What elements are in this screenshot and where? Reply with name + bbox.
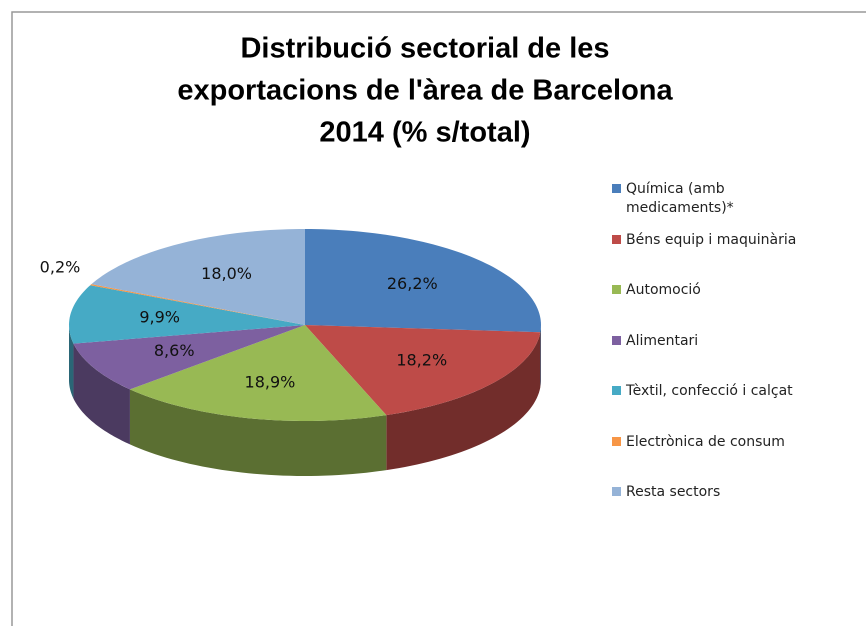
legend-item: Alimentari — [612, 332, 862, 351]
slice-side — [73, 343, 130, 445]
legend-label: Electrònica de consum — [626, 433, 785, 450]
data-label: 18,0% — [201, 264, 252, 283]
slice — [305, 325, 541, 416]
chart-title: Distribució sectorial de les — [240, 33, 609, 65]
slice-side — [386, 332, 541, 471]
slice-side — [540, 325, 541, 388]
slice — [69, 285, 305, 344]
legend-item: Química (amb medicaments)* — [612, 180, 862, 218]
data-label: 0,2% — [40, 258, 81, 277]
legend-item: Béns equip i maquinària — [612, 231, 862, 250]
legend-item: Electrònica de consum — [612, 433, 862, 452]
data-label: 26,2% — [387, 274, 438, 293]
legend-label: Química (amb medicaments)* — [626, 181, 734, 216]
legend-swatch — [612, 184, 621, 193]
legend-swatch — [612, 436, 621, 446]
slice — [129, 325, 387, 421]
data-label: 18,2% — [396, 350, 447, 369]
legend-swatch — [612, 335, 621, 345]
legend-label: Béns equip i maquinària — [626, 231, 797, 248]
data-label: 9,9% — [139, 308, 180, 327]
slice — [305, 229, 541, 333]
chart-title: exportacions de l'àrea de Barcelona — [177, 75, 673, 107]
data-label: 18,9% — [245, 372, 296, 391]
legend-item: Resta sectors — [612, 483, 862, 502]
legend-item: Tèxtil, confecció i calçat — [612, 382, 862, 401]
legend-label: Alimentari — [626, 332, 699, 349]
legend-label: Automoció — [626, 282, 701, 298]
slice — [91, 229, 305, 325]
legend-item: Automoció — [612, 281, 862, 300]
legend-swatch — [612, 285, 621, 294]
legend-label: Tèxtil, confecció i calçat — [626, 383, 793, 399]
legend-swatch — [612, 234, 621, 244]
slice-side — [129, 389, 387, 476]
slice-side — [69, 325, 74, 399]
legend-label: Resta sectors — [626, 484, 721, 500]
legend-swatch — [612, 386, 621, 395]
chart-title: 2014 (% s/total) — [319, 117, 530, 149]
slice — [73, 325, 305, 390]
slice — [90, 284, 305, 325]
legend-swatch — [612, 487, 621, 496]
data-label: 8,6% — [154, 341, 195, 360]
